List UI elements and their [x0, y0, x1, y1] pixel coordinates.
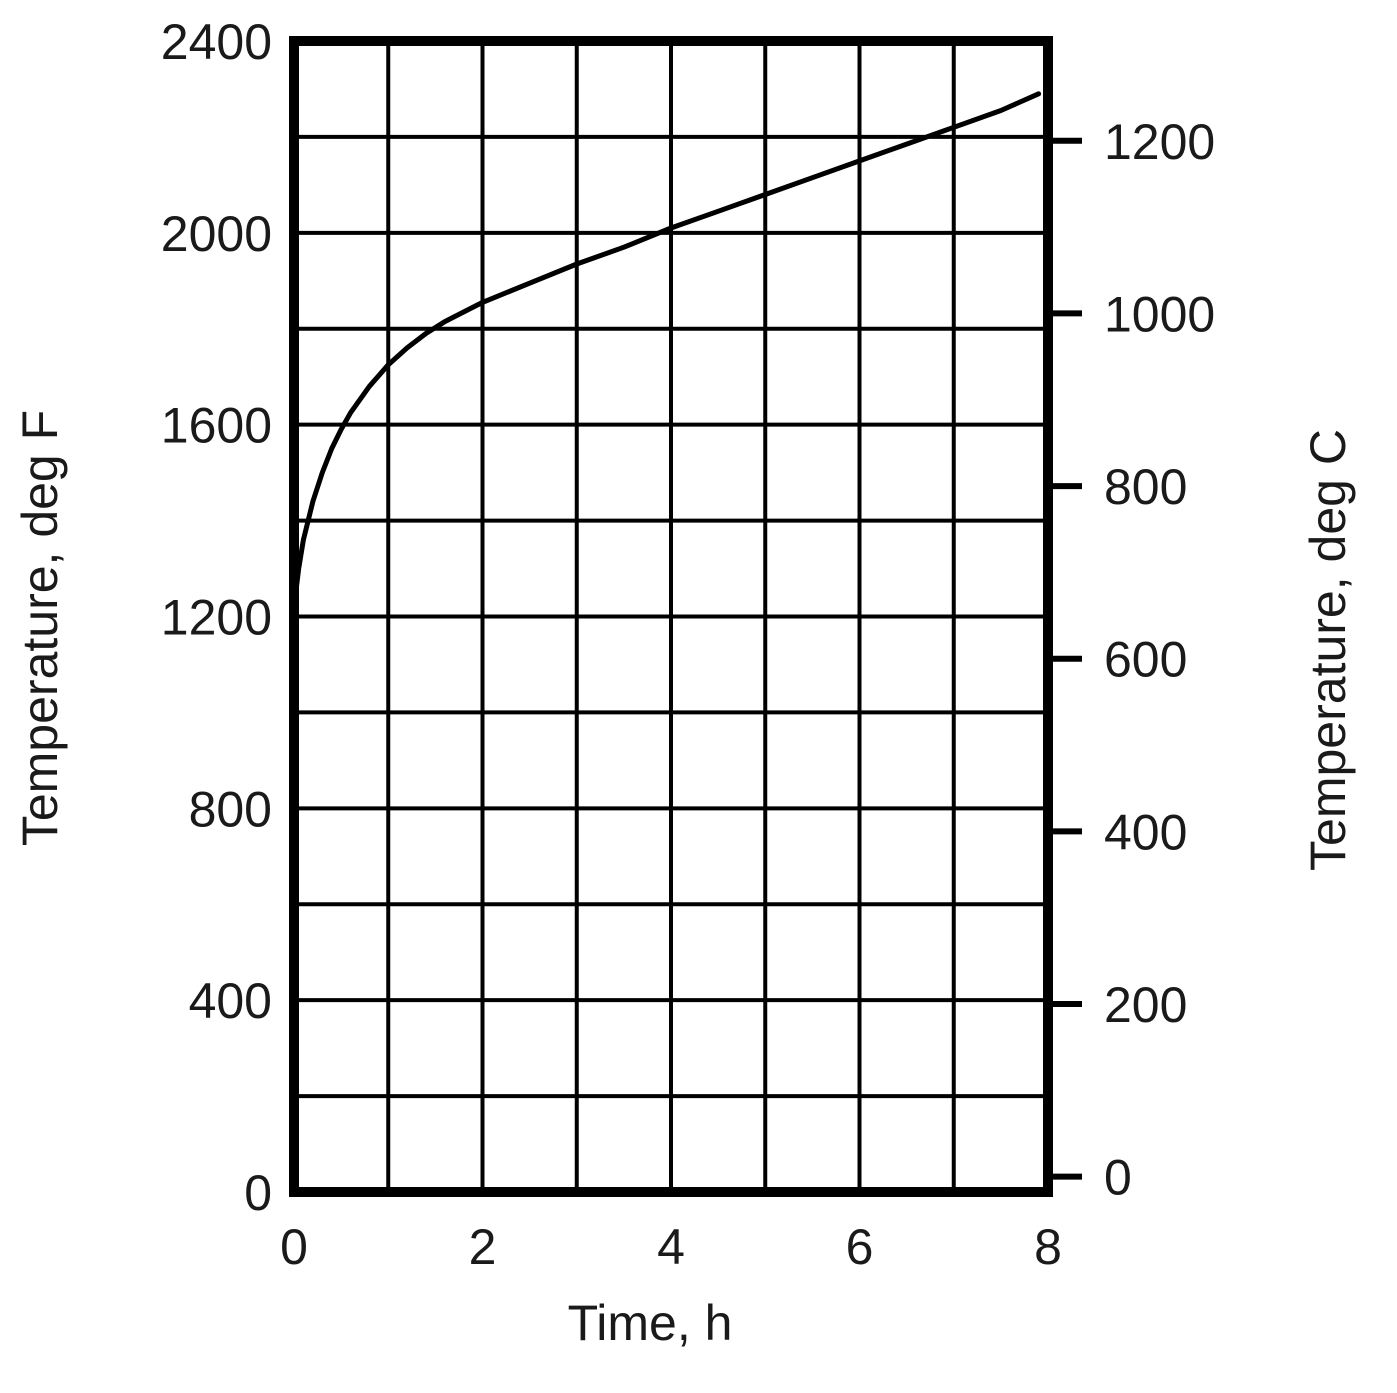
x-tick-label: 0 — [280, 1219, 308, 1275]
x-axis-title: Time, h — [568, 1295, 733, 1351]
y2-tick-label: 800 — [1104, 459, 1187, 515]
x-tick-label: 6 — [846, 1219, 874, 1275]
y2-tick-label: 200 — [1104, 977, 1187, 1033]
y-axis-left: 0 400 800 1200 1600 2000 2400 — [161, 14, 272, 1221]
y-tick-label: 2400 — [161, 14, 272, 70]
y2-tick-label: 600 — [1104, 632, 1187, 688]
x-tick-label: 8 — [1034, 1219, 1062, 1275]
x-tick-label: 2 — [469, 1219, 497, 1275]
temperature-curve — [291, 91, 1042, 610]
plot-frame — [289, 36, 1053, 1197]
y-axis-title-right: Temperature, deg C — [1300, 429, 1356, 871]
grid-lines — [294, 41, 1048, 1192]
x-axis: 0 2 4 6 8 — [280, 1219, 1062, 1275]
y2-tick-label: 0 — [1104, 1150, 1132, 1206]
y2-tick-label: 1000 — [1104, 286, 1215, 342]
y2-tick-label: 400 — [1104, 804, 1187, 860]
y-tick-label: 800 — [189, 781, 272, 837]
y-axis-right: 0 200 400 600 800 1000 1200 — [1048, 114, 1215, 1206]
y2-tick-label: 1200 — [1104, 114, 1215, 170]
y-tick-label: 400 — [189, 973, 272, 1029]
y-tick-label: 1200 — [161, 590, 272, 646]
y-tick-label: 0 — [244, 1165, 272, 1221]
y-tick-label: 2000 — [161, 206, 272, 262]
y-tick-label: 1600 — [161, 398, 272, 454]
y-axis-title-left: Temperature, deg F — [12, 410, 68, 846]
x-tick-label: 4 — [657, 1219, 685, 1275]
